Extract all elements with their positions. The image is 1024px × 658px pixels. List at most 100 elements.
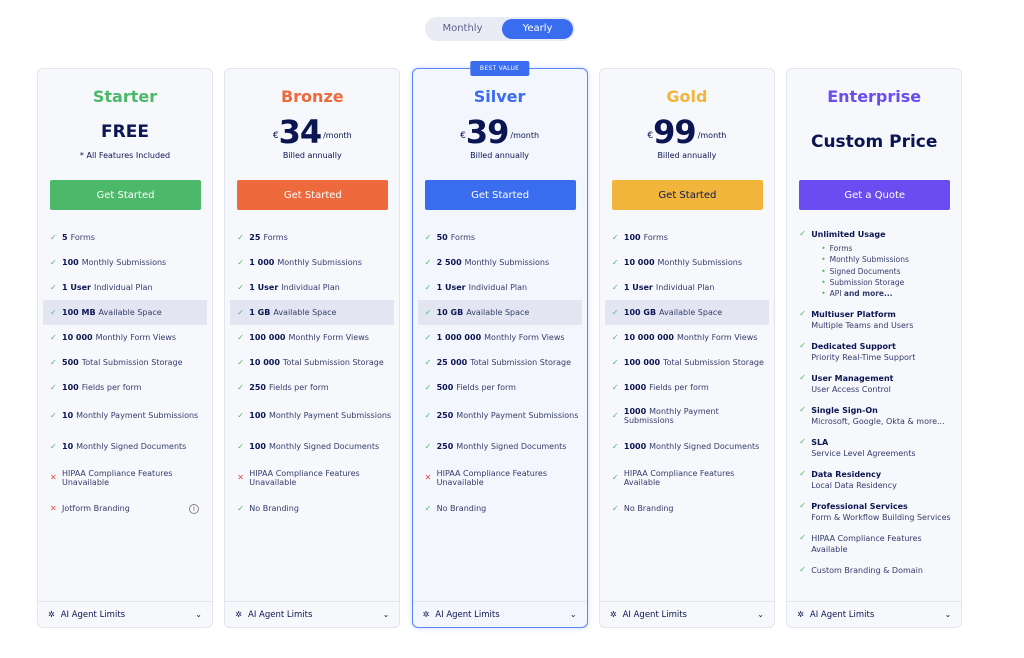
cta-button[interactable]: Get Started (50, 180, 201, 210)
feature-text: 100 000 Total Submission Storage (624, 358, 764, 367)
plan-card: Gold €99/month Billed annually Get Started ✓… (598, 68, 775, 628)
ai-limits[interactable]: ✲ AI Agent Limits ⌄ (412, 601, 587, 627)
toggle-option[interactable]: Yearly (502, 19, 573, 39)
feature-body: Dedicated Support Priority Real-Time Supp… (811, 341, 915, 363)
cta-button[interactable]: Get Started (424, 180, 576, 210)
feature-label: Monthly Signed Documents (76, 442, 187, 451)
feature-text: 50 Forms (437, 233, 475, 242)
feature-bold: 100 GB (623, 308, 657, 317)
check-icon: ✓ (50, 333, 57, 342)
check-icon: ✓ (424, 233, 432, 242)
sub-bold: and more... (843, 289, 893, 299)
feature-subtitle: Multiple Teams and Users (811, 321, 914, 331)
feature-text: 1 User Individual Plan (62, 283, 153, 292)
price-value: 34 (278, 113, 323, 151)
check-icon: ✓ (424, 258, 432, 267)
feature-label: Monthly Form Views (484, 333, 565, 342)
cta-button[interactable]: Get Started (611, 180, 763, 210)
feature: ✓ 250 Monthly Payment Submissions (418, 400, 582, 431)
feature: ✓ 1 User Individual Plan (230, 275, 394, 300)
feature-bold: 1 User (623, 283, 653, 292)
toggle-option[interactable]: Monthly (442, 23, 483, 34)
feature: ✕ HIPAA Compliance Features Unavailable (230, 462, 394, 493)
feature-text: 1 User Individual Plan (624, 283, 715, 292)
feature-label: Individual Plan (281, 283, 340, 292)
feature: ✓ 10 Monthly Signed Documents (43, 431, 207, 462)
check-icon: ✓ (611, 411, 619, 420)
check-icon: ✕ (237, 473, 244, 482)
plan-name: Starter (92, 87, 158, 106)
feature: ✓ 500 Fields per form (418, 375, 582, 400)
feature: ✓ 2 500 Monthly Submissions (418, 250, 582, 275)
ai-limits[interactable]: ✲ AI Agent Limits ⌄ (225, 601, 400, 627)
check-icon: ✓ (611, 358, 619, 367)
plan-name: Silver (473, 87, 526, 106)
feature: ✓ 50 Forms (418, 225, 582, 250)
check-icon: ✓ (424, 308, 432, 317)
feature-label: Jotform Branding (62, 504, 130, 513)
info-icon[interactable]: i (189, 503, 199, 514)
ai-limits[interactable]: ✲ AI Agent Limits ⌄ (38, 601, 212, 627)
check-icon: ✓ (50, 442, 57, 451)
feature-bold: 1000 (623, 383, 647, 392)
check-icon: ✓ (237, 333, 244, 342)
feature-text: 100 Fields per form (62, 383, 141, 392)
check-icon: ✓ (611, 283, 619, 292)
feature-bold: 100 MB (62, 308, 96, 317)
feature: ✕ HIPAA Compliance Features Unavailable (43, 462, 207, 493)
feature-body: HIPAA Compliance Features Available (811, 533, 953, 555)
feature: ✓ HIPAA Compliance Features Available (799, 533, 953, 555)
price: €34/month (225, 113, 399, 151)
feature-title: Single Sign-On (811, 406, 878, 416)
feature: ✓ 1 User Individual Plan (605, 275, 769, 300)
currency: € (460, 131, 466, 141)
chevron: ⌄ (569, 610, 577, 619)
feature: ✓ Data Residency Local Data Residency (799, 469, 953, 491)
check-icon: ✓ (611, 333, 619, 342)
price-note: * All Features Included (79, 151, 171, 160)
feature-bold: 10 GB (436, 308, 464, 317)
plan-card: Starter FREE * All Features Included Get St… (37, 68, 213, 628)
feature: ✓ 25 Forms (230, 225, 394, 250)
feature-label: Monthly Payment Submissions (623, 406, 719, 425)
feature-text: 10 000 Monthly Submissions (624, 258, 742, 267)
cta-button[interactable]: Get Started (237, 180, 389, 210)
feature-label: Individual Plan (93, 283, 153, 292)
check-icon: ✓ (424, 383, 432, 392)
check-icon: ✓ (424, 442, 432, 451)
feature-label: HIPAA Compliance Features Available (623, 468, 735, 487)
feature-bold: 1 GB (249, 308, 271, 317)
feature-text: 1 000 000 Monthly Form Views (437, 333, 565, 342)
feature-label: Forms (70, 233, 95, 242)
check-icon: ✓ (611, 233, 619, 242)
feature-bold: 100 000 (623, 358, 661, 367)
cta-button[interactable]: Get a Quote (799, 180, 951, 210)
check-icon: ✕ (50, 473, 57, 482)
check-icon: ✓ (799, 229, 806, 238)
check-icon: ✕ (424, 473, 432, 482)
feature: ✓ 250 Monthly Signed Documents (418, 431, 582, 462)
check-icon: ✓ (611, 383, 619, 392)
feature: ✓ 500 Total Submission Storage (43, 350, 207, 375)
feature-label: HIPAA Compliance Features Unavailable (436, 468, 548, 487)
feature: ✓ 10 000 000 Monthly Form Views (605, 325, 769, 350)
feature-subtitle: User Access Control (811, 385, 891, 395)
chevron: ⌄ (757, 610, 764, 619)
feature-label: Fields per form (649, 383, 709, 392)
feature-body: Single Sign-On Microsoft, Google, Okta & … (811, 405, 944, 427)
feature-text: HIPAA Compliance Features Available (624, 469, 769, 487)
feature-title: SLA (811, 438, 829, 448)
price-value: FREE (101, 122, 149, 142)
feature-text: 250 Fields per form (249, 383, 328, 392)
ai-limits-label: AI Agent Limits (60, 609, 126, 620)
feature-text: 10 Monthly Payment Submissions (62, 411, 198, 420)
feature-bold: 250 (249, 383, 266, 392)
ai-limits[interactable]: ✲ AI Agent Limits ⌄ (787, 601, 962, 627)
check-icon: ✓ (424, 504, 432, 513)
check-icon: ✓ (611, 308, 619, 317)
feature-label: Monthly Submissions (277, 258, 362, 267)
feature-label: No Branding (623, 504, 674, 513)
check-icon: ✓ (237, 308, 244, 317)
feature-title: User Management (811, 374, 894, 384)
ai-limits[interactable]: ✲ AI Agent Limits ⌄ (599, 601, 774, 627)
